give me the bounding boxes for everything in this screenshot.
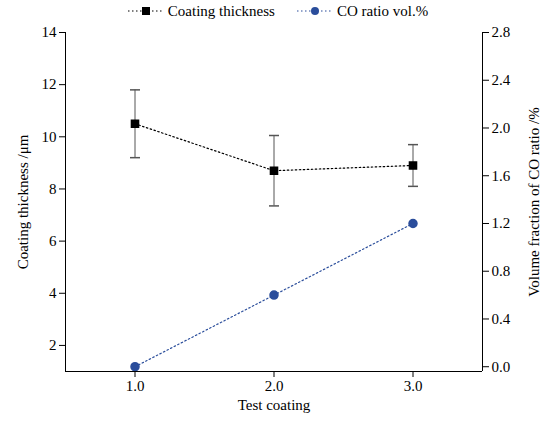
svg-text:1.0: 1.0 [126, 378, 145, 394]
svg-text:2: 2 [49, 337, 57, 353]
svg-text:Volume fraction of CO ratio /%: Volume fraction of CO ratio /% [526, 107, 542, 296]
svg-text:Coating thickness /μm: Coating thickness /μm [15, 134, 31, 269]
svg-text:0.0: 0.0 [492, 359, 511, 375]
svg-text:2.0: 2.0 [265, 378, 284, 394]
html-text:CO ratio vol.%: CO ratio vol.% [336, 2, 429, 19]
svg-text:0.4: 0.4 [492, 311, 511, 327]
svg-text:2.8: 2.8 [492, 24, 511, 40]
svg-text:4: 4 [49, 285, 57, 301]
svg-text:10: 10 [42, 129, 57, 145]
svg-text:3.0: 3.0 [404, 378, 423, 394]
svg-text:Test coating: Test coating [238, 397, 311, 413]
svg-text:2.0: 2.0 [492, 120, 511, 136]
svg-text:0.8: 0.8 [492, 263, 511, 279]
svg-text:8: 8 [49, 181, 57, 197]
svg-text:6: 6 [49, 233, 57, 249]
svg-text:1.6: 1.6 [492, 168, 511, 184]
svg-text:2.4: 2.4 [492, 72, 511, 88]
svg-text:1.2: 1.2 [492, 215, 511, 231]
svg-text:12: 12 [42, 76, 57, 92]
svg-text:14: 14 [42, 24, 58, 40]
html-text:Coating thickness: Coating thickness [167, 2, 275, 19]
